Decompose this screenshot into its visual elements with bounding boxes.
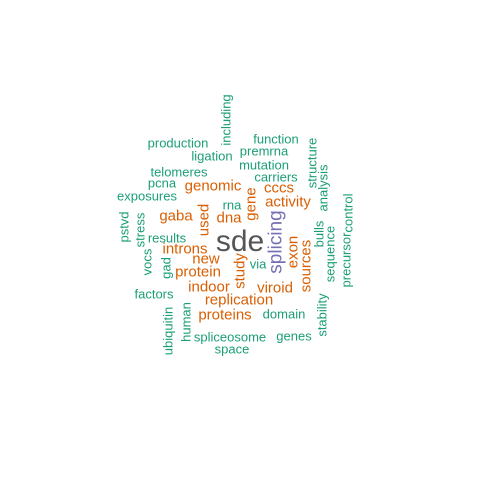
word-sources: sources <box>297 239 315 293</box>
word-used: used <box>195 203 213 237</box>
word-production: production <box>147 135 209 151</box>
word-indoor: indoor <box>188 278 230 296</box>
word-space: space <box>214 341 250 357</box>
word-activity: activity <box>265 193 311 211</box>
word-human: human <box>178 302 194 342</box>
word-genes: genes <box>276 328 312 344</box>
word-analysis: analysis <box>315 164 331 212</box>
word-results: results <box>147 230 187 246</box>
word-proteins: proteins <box>198 306 252 324</box>
word-stress: stress <box>132 212 148 248</box>
word-pcna: pcna <box>147 175 177 191</box>
word-gaba: gaba <box>159 207 193 225</box>
word-pstvd: pstvd <box>116 211 132 243</box>
word-sde: sde <box>215 225 265 258</box>
word-cccs: cccs <box>264 179 294 197</box>
word-via: via <box>249 256 267 272</box>
word-study: study <box>231 253 249 289</box>
word-rna: rna <box>222 197 242 213</box>
word-function: function <box>253 131 299 147</box>
word-mutation: mutation <box>239 157 289 173</box>
word-factors: factors <box>134 286 174 302</box>
word-stability: stability <box>314 293 330 337</box>
word-gad: gad <box>158 257 174 279</box>
word-introns: introns <box>162 240 208 258</box>
word-dna: dna <box>216 209 242 227</box>
word-carriers: carriers <box>254 169 298 185</box>
word-domain: domain <box>262 306 306 322</box>
word-new: new <box>192 250 220 268</box>
word-control: control <box>340 193 356 233</box>
word-replication: replication <box>204 291 274 309</box>
word-protein: protein <box>175 263 221 281</box>
word-telomeres: telomeres <box>150 164 208 180</box>
word-splicing: splicing <box>265 210 287 274</box>
word-including: including <box>218 94 234 146</box>
word-gene: gene <box>242 187 260 221</box>
word-precursor: precursor <box>338 232 354 288</box>
word-sequence: sequence <box>322 225 338 283</box>
word-exposures: exposures <box>117 188 177 204</box>
word-genomic: genomic <box>184 177 242 195</box>
word-ligation: ligation <box>191 148 233 164</box>
word-ubiquitin: ubiquitin <box>160 306 176 356</box>
word-vocs: vocs <box>139 248 155 276</box>
word-spliceosome: spliceosome <box>193 329 267 345</box>
word-viroid: viroid <box>257 279 293 297</box>
word-premrna: premrna <box>239 143 289 159</box>
